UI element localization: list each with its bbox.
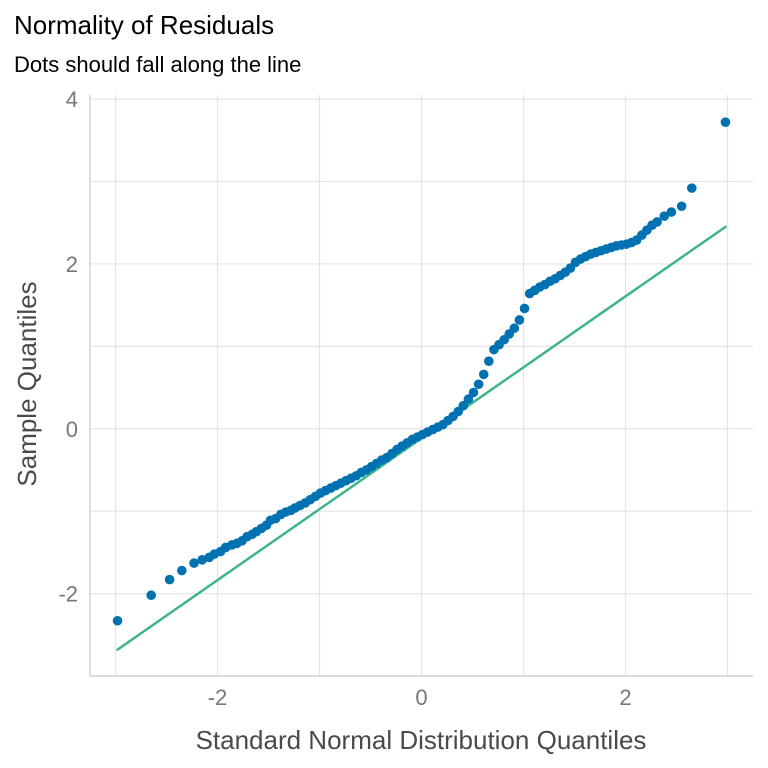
data-point [146, 590, 156, 601]
y-tick-label: 2 [66, 252, 78, 277]
tick-labels: -2 0 2 -2 0 2 4 [58, 87, 631, 710]
data-point [509, 323, 520, 334]
data-point [659, 211, 670, 221]
data-point [164, 574, 175, 585]
axes [89, 95, 753, 677]
data-point [666, 207, 677, 217]
x-tick-label: 0 [415, 685, 427, 710]
data-point [189, 558, 199, 568]
data-point [484, 356, 494, 366]
data-point [473, 379, 484, 390]
points-group [112, 117, 731, 626]
data-point [720, 117, 731, 127]
y-axis-title: Sample Quantiles [12, 281, 42, 486]
x-axis-title: Standard Normal Distribution Quantiles [196, 725, 647, 755]
chart-title: Normality of Residuals [14, 10, 274, 40]
data-point [514, 315, 525, 325]
grid [90, 95, 753, 677]
x-tick-label: -2 [208, 685, 228, 710]
data-point [177, 565, 187, 576]
data-point [519, 303, 530, 314]
data-point [652, 217, 662, 227]
data-point [687, 183, 697, 193]
data-point [468, 387, 479, 398]
data-point [478, 369, 489, 380]
data-point [458, 400, 469, 411]
x-tick-label: 2 [619, 685, 631, 710]
data-point [463, 394, 474, 404]
chart-subtitle: Dots should fall along the line [14, 52, 301, 77]
data-point [676, 201, 687, 212]
y-tick-label: 0 [66, 417, 78, 442]
y-tick-label: 4 [66, 87, 78, 112]
data-point [112, 615, 123, 626]
y-tick-label: -2 [58, 582, 78, 607]
